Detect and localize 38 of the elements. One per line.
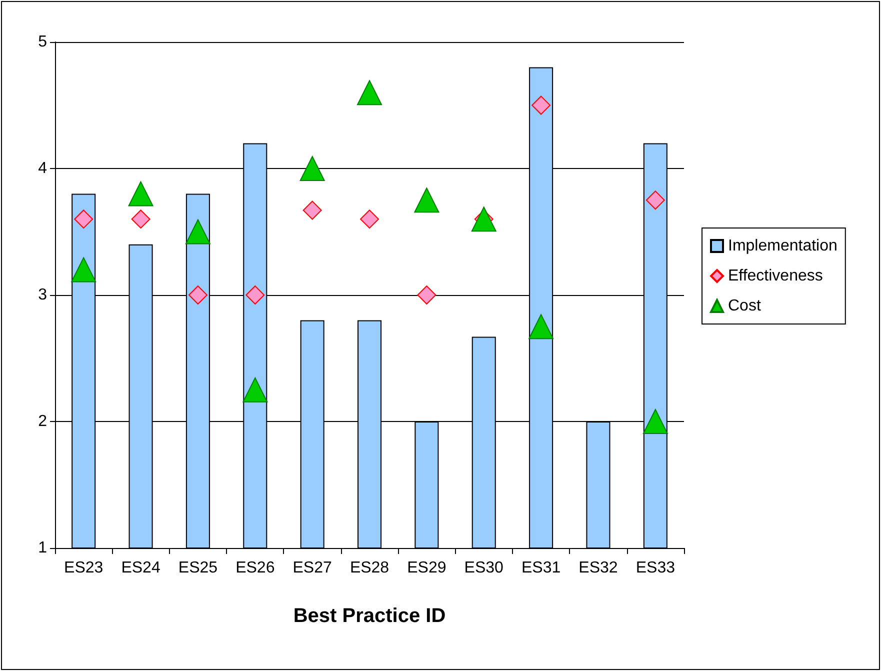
point bbox=[71, 257, 96, 282]
point bbox=[642, 409, 668, 434]
point bbox=[532, 96, 551, 115]
y-tick-label: 4 bbox=[38, 160, 48, 177]
x-tick-label: ES33 bbox=[636, 560, 676, 576]
x-tick-label: ES31 bbox=[521, 560, 561, 576]
legend-label: Effectiveness bbox=[728, 268, 823, 284]
point bbox=[360, 210, 379, 229]
point bbox=[417, 286, 436, 304]
x-tick-label: ES32 bbox=[578, 560, 618, 576]
x-axis-title: Best Practice ID bbox=[293, 605, 446, 627]
point bbox=[188, 286, 208, 304]
x-tick-label: ES24 bbox=[121, 560, 160, 576]
point bbox=[302, 200, 322, 220]
x-tick-label: ES30 bbox=[464, 560, 504, 576]
point bbox=[528, 314, 554, 340]
point bbox=[128, 181, 154, 206]
x-tick-label: ES23 bbox=[64, 560, 104, 576]
x-tick-label: ES27 bbox=[292, 560, 332, 576]
y-tick-label: 1 bbox=[38, 540, 48, 556]
point bbox=[74, 210, 94, 229]
y-tick-label: 3 bbox=[38, 286, 48, 304]
legend-label: Implementation bbox=[728, 238, 838, 254]
point bbox=[242, 377, 268, 402]
y-tick-label: 2 bbox=[38, 413, 48, 430]
legend-label: Cost bbox=[728, 298, 762, 314]
point bbox=[414, 188, 440, 213]
point bbox=[357, 80, 382, 106]
x-tick-label: ES25 bbox=[178, 560, 218, 576]
x-tick-label: ES26 bbox=[236, 560, 275, 576]
point bbox=[185, 219, 210, 244]
y-tick-label: 5 bbox=[38, 34, 48, 50]
point bbox=[300, 156, 325, 181]
point bbox=[646, 190, 665, 210]
point bbox=[131, 210, 150, 229]
x-tick-label: ES29 bbox=[407, 560, 446, 576]
x-tick-label: ES28 bbox=[350, 560, 390, 576]
point bbox=[246, 286, 265, 304]
